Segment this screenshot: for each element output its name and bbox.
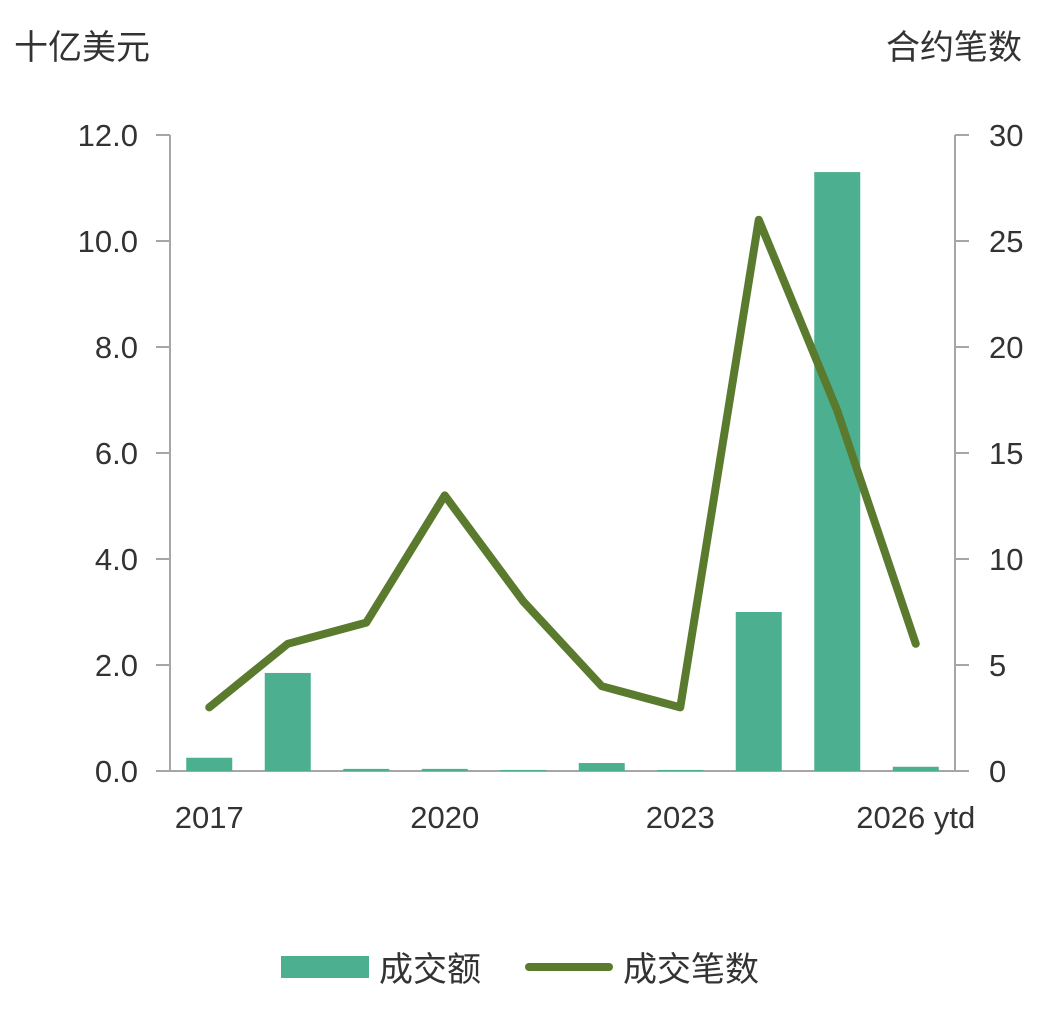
bar-2020: [421, 768, 468, 771]
right-axis-unit-label: 合约笔数: [886, 29, 1022, 67]
left-y-tick-label: 0.0: [95, 754, 138, 789]
chart-legend: 成交额 成交笔数: [0, 942, 1040, 991]
bar-2018: [264, 672, 311, 771]
bar-2025: [814, 172, 861, 772]
bar-2019: [343, 768, 390, 771]
legend-bar-swatch: [281, 955, 369, 978]
right-y-tick-label: 30: [989, 118, 1023, 153]
left-y-tick-label: 2.0: [95, 648, 138, 683]
left-y-tick-label: 12.0: [78, 118, 138, 153]
line-series-deal-count: [205, 215, 920, 712]
bar-2024: [735, 612, 782, 771]
bar-2017: [186, 757, 233, 771]
right-y-tick-label: 5: [989, 648, 1006, 683]
legend-line-swatch: [525, 962, 613, 971]
bar-2022: [578, 763, 625, 771]
left-y-tick-label: 8.0: [95, 330, 138, 365]
combo-chart: 0.0 2.0 4.0 6.0 8.0 10.0 12.0 0 5 10 15 20 25 30 2017 2…: [78, 118, 1024, 835]
bar-2023: [657, 769, 704, 771]
x-tick-label: 2020: [410, 800, 479, 835]
left-y-tick-label: 10.0: [78, 224, 138, 259]
bar-2021: [500, 769, 547, 771]
x-tick-label: 2023: [646, 800, 715, 835]
legend-line-label: 成交笔数: [623, 951, 759, 989]
right-y-tick-label: 20: [989, 330, 1023, 365]
left-y-tick-label: 6.0: [95, 436, 138, 471]
left-y-tick-label: 4.0: [95, 542, 138, 577]
x-tick-label: 2017: [175, 800, 244, 835]
right-y-tick-label: 15: [989, 436, 1023, 471]
right-y-tick-label: 0: [989, 754, 1006, 789]
legend-item-line: 成交笔数: [525, 942, 759, 991]
legend-bar-label: 成交额: [379, 951, 481, 989]
left-axis-unit-label: 十亿美元: [14, 29, 150, 67]
right-y-tick-label: 10: [989, 542, 1023, 577]
x-tick-label: 2026 ytd: [856, 800, 975, 835]
right-y-tick-label: 25: [989, 224, 1023, 259]
bar-2026-ytd: [892, 766, 939, 771]
legend-item-bar: 成交额: [281, 942, 481, 991]
